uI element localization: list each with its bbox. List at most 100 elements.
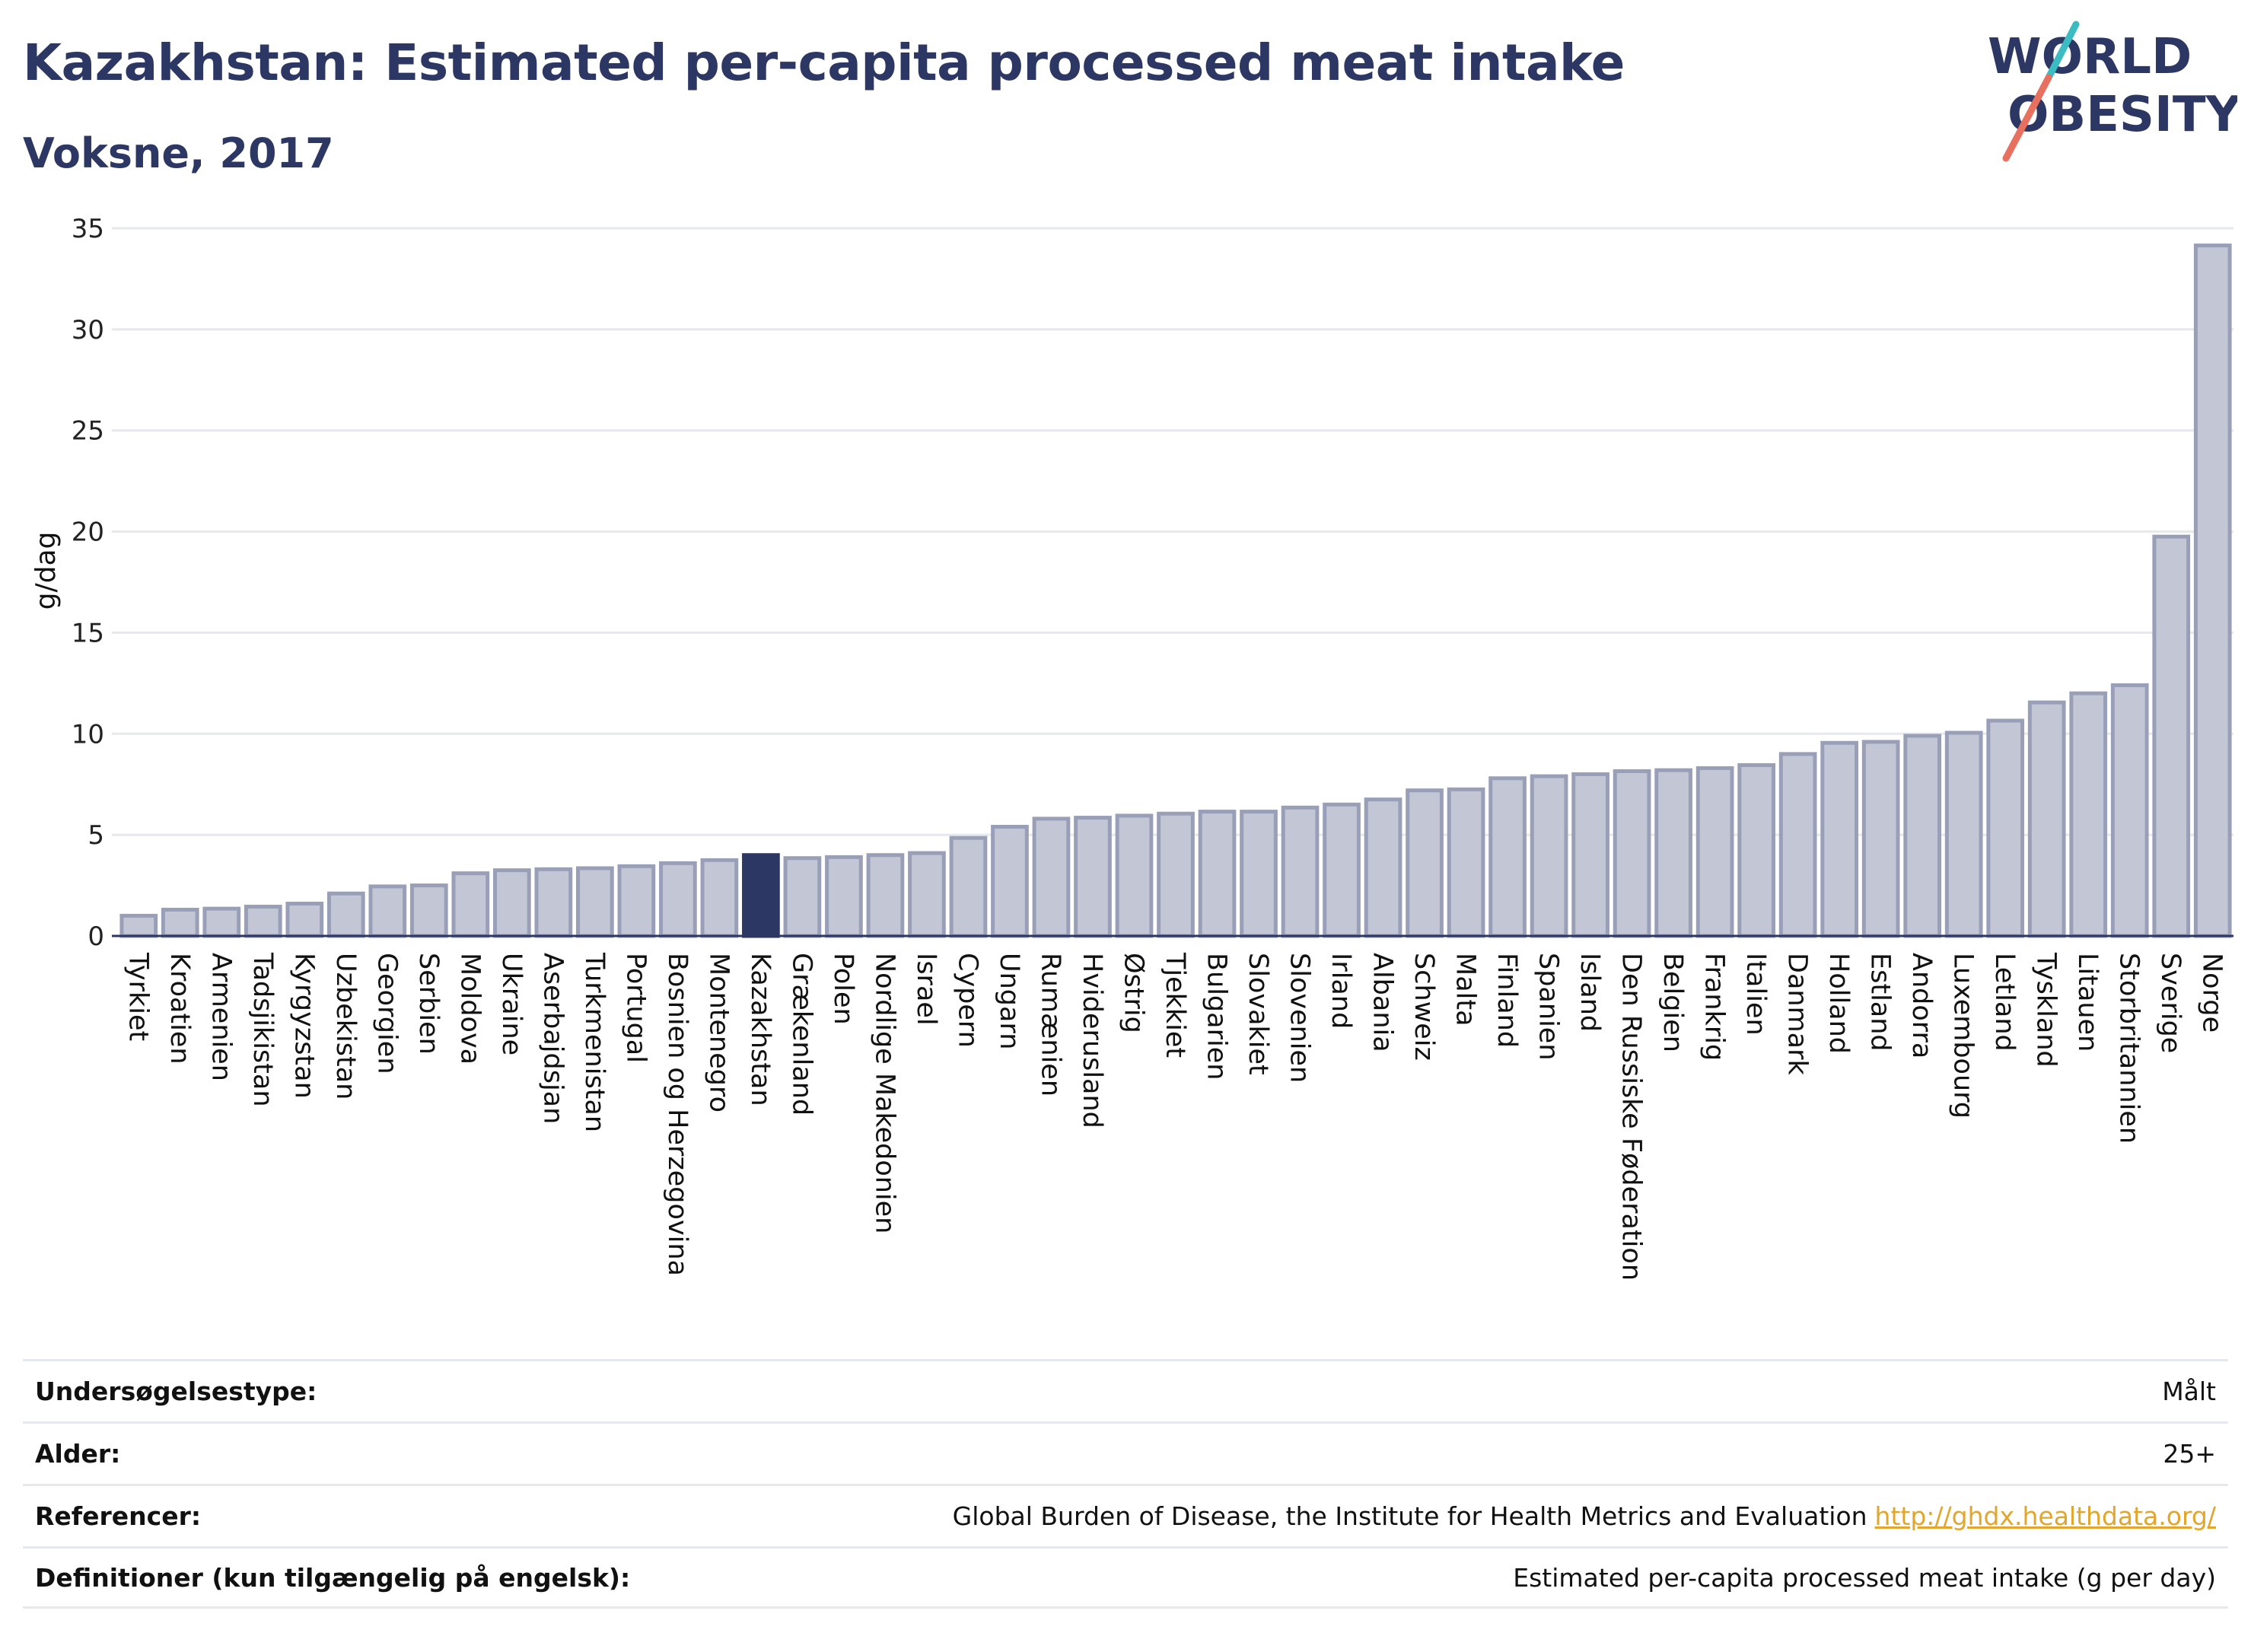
x-tick-label: Israel — [911, 953, 941, 1026]
info-value: 25+ — [2163, 1439, 2216, 1469]
bar[interactable] — [1861, 740, 1900, 938]
info-value: Målt — [2162, 1377, 2216, 1406]
x-tick-label: Sverige — [2155, 953, 2186, 1053]
x-tick-label: Luxembourg — [1948, 953, 1979, 1119]
x-tick-label: Malta — [1450, 953, 1481, 1027]
x-tick-label: Nordlige Makedonien — [869, 953, 899, 1233]
bar-highlighted[interactable] — [742, 853, 780, 938]
x-tick-label: Irland — [1326, 953, 1356, 1029]
info-value: Global Burden of Disease, the Institute … — [953, 1501, 2216, 1531]
bar[interactable] — [1488, 776, 1527, 938]
bar[interactable] — [119, 913, 158, 938]
bar[interactable] — [617, 864, 656, 938]
x-tick-label: Serbien — [413, 953, 444, 1055]
x-tick-label: Bulgarien — [1202, 953, 1232, 1080]
bar[interactable] — [2027, 700, 2066, 938]
bar[interactable] — [1074, 816, 1112, 938]
bar[interactable] — [1198, 810, 1237, 938]
bar[interactable] — [1778, 752, 1817, 938]
x-tick-label: Slovakiet — [1243, 953, 1273, 1075]
bar[interactable] — [1944, 731, 1983, 938]
x-tick-label: Italien — [1740, 953, 1771, 1036]
bar[interactable] — [825, 855, 863, 938]
x-tick-label: Letland — [1989, 953, 2020, 1052]
bar[interactable] — [1115, 813, 1154, 938]
bar[interactable] — [866, 853, 905, 938]
bar[interactable] — [659, 861, 697, 938]
bar[interactable] — [326, 891, 365, 938]
bar[interactable] — [285, 901, 324, 938]
x-tick-label: Polen — [828, 953, 858, 1025]
bar[interactable] — [1654, 768, 1692, 938]
bar[interactable] — [2152, 534, 2191, 938]
x-tick-label: Island — [1574, 953, 1605, 1032]
bar[interactable] — [161, 907, 199, 938]
bar[interactable] — [1737, 762, 1775, 938]
x-tick-label: Andorra — [1906, 953, 1937, 1058]
bar[interactable] — [1530, 774, 1568, 938]
bar[interactable] — [409, 883, 448, 938]
x-tick-label: Østrig — [1118, 953, 1148, 1033]
y-axis-ticks: 0 5 10 15 20 25 30 35 — [72, 214, 104, 952]
bar[interactable] — [1364, 797, 1402, 938]
x-tick-label: Belgien — [1657, 953, 1688, 1052]
x-tick-label: Danmark — [1782, 953, 1813, 1076]
bar[interactable] — [1406, 788, 1444, 938]
logo-line2: OBESITY — [2007, 87, 2237, 143]
x-tick-label: Slovenien — [1285, 953, 1315, 1083]
logo-line1: WORLD — [1988, 29, 2192, 85]
x-tick-label: Den Russiske Føderation — [1616, 953, 1647, 1281]
info-key: Referencer: — [35, 1501, 202, 1531]
bar[interactable] — [492, 868, 531, 938]
x-tick-label: Armenien — [205, 953, 236, 1081]
info-value-text: Estimated per-capita processed meat inta… — [1513, 1562, 2216, 1593]
y-tick-label: 0 — [88, 921, 104, 952]
bar[interactable] — [1240, 810, 1278, 938]
bar[interactable] — [1986, 718, 2025, 938]
x-tick-label: Hviderusland — [1077, 953, 1107, 1128]
info-row-survey-type: Undersøgelsestype: Målt — [23, 1359, 2228, 1421]
bar[interactable] — [202, 906, 241, 938]
reference-link[interactable]: http://ghdx.healthdata.org/ — [1874, 1501, 2216, 1531]
x-tick-label: Portugal — [620, 953, 651, 1063]
bar[interactable] — [783, 856, 822, 938]
bar[interactable] — [368, 884, 407, 938]
info-key: Definitioner (kun tilgængelig på engelsk… — [35, 1562, 631, 1593]
bar[interactable] — [1820, 740, 1859, 938]
x-tick-label: Tadsjikistan — [247, 952, 278, 1107]
info-row-references: Referencer: Global Burden of Disease, th… — [23, 1484, 2228, 1546]
bar[interactable] — [244, 904, 282, 938]
bar[interactable] — [1571, 772, 1609, 938]
bar[interactable] — [2069, 691, 2108, 938]
x-tick-label: Norge — [2197, 953, 2227, 1033]
bar[interactable] — [2193, 244, 2232, 938]
bar[interactable] — [700, 858, 739, 938]
bar[interactable] — [1903, 734, 1942, 938]
x-tick-label: Rumænien — [1035, 953, 1065, 1097]
x-tick-label: Moldova — [454, 953, 485, 1065]
world-obesity-logo[interactable]: WORLD OBESITY — [1986, 18, 2237, 163]
bar[interactable] — [908, 851, 946, 938]
bar[interactable] — [1613, 769, 1651, 938]
x-tick-label: Uzbekistan — [330, 953, 361, 1100]
bar[interactable] — [534, 867, 573, 938]
info-row-definitions: Definitioner (kun tilgængelig på engelsk… — [23, 1546, 2228, 1609]
x-tick-label: Cypern — [952, 953, 982, 1048]
bar[interactable] — [1032, 816, 1071, 938]
bar[interactable] — [949, 836, 988, 938]
x-tick-label: Grækenland — [786, 953, 817, 1116]
bar[interactable] — [451, 871, 490, 938]
bar[interactable] — [2110, 683, 2149, 938]
x-tick-label: Tyrkiet — [123, 952, 153, 1041]
bar[interactable] — [991, 825, 1029, 938]
info-table: Undersøgelsestype: Målt Alder: 25+ Refer… — [23, 1359, 2228, 1609]
bar[interactable] — [1695, 766, 1734, 938]
bar[interactable] — [1323, 802, 1361, 938]
bar[interactable] — [1447, 787, 1485, 938]
bar[interactable] — [576, 866, 614, 938]
x-tick-label: Bosnien og Herzegovina — [662, 953, 692, 1276]
x-tick-label: Storbritannien — [2114, 953, 2144, 1144]
bar[interactable] — [1281, 805, 1320, 938]
y-tick-label: 35 — [72, 214, 104, 244]
bar[interactable] — [1157, 811, 1195, 938]
